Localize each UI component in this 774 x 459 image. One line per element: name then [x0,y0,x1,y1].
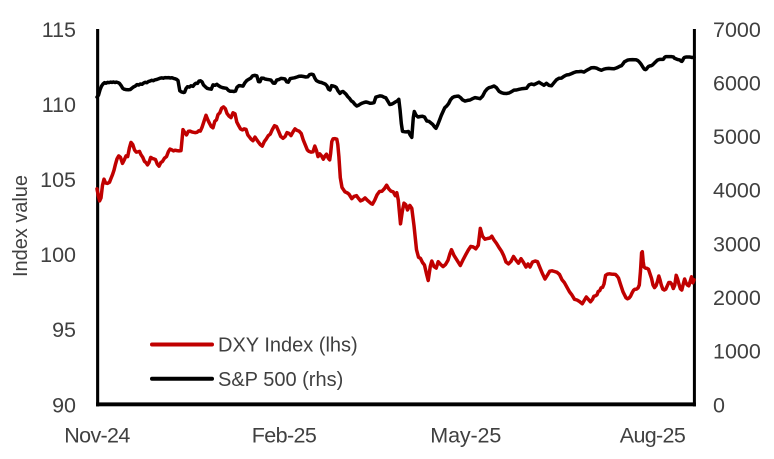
svg-text:Aug-25: Aug-25 [620,424,686,448]
svg-text:110: 110 [42,93,76,117]
svg-text:2000: 2000 [713,286,761,310]
svg-text:5000: 5000 [713,125,761,149]
svg-text:6000: 6000 [713,71,761,95]
svg-text:7000: 7000 [713,18,761,42]
svg-text:S&P 500 (rhs): S&P 500 (rhs) [218,369,343,391]
svg-text:Index value: Index value [10,175,32,277]
svg-text:0: 0 [713,393,725,417]
svg-text:May-25: May-25 [430,424,501,448]
svg-text:115: 115 [42,18,76,42]
svg-text:100: 100 [40,243,76,267]
svg-text:95: 95 [52,318,76,342]
svg-text:3000: 3000 [713,232,761,256]
svg-text:Feb-25: Feb-25 [252,424,317,448]
svg-text:Nov-24: Nov-24 [64,424,130,448]
svg-text:105: 105 [40,168,76,192]
svg-text:90: 90 [52,393,76,417]
svg-text:DXY Index (lhs): DXY Index (lhs) [218,335,358,357]
svg-text:4000: 4000 [713,179,761,203]
svg-text:1000: 1000 [713,340,761,364]
